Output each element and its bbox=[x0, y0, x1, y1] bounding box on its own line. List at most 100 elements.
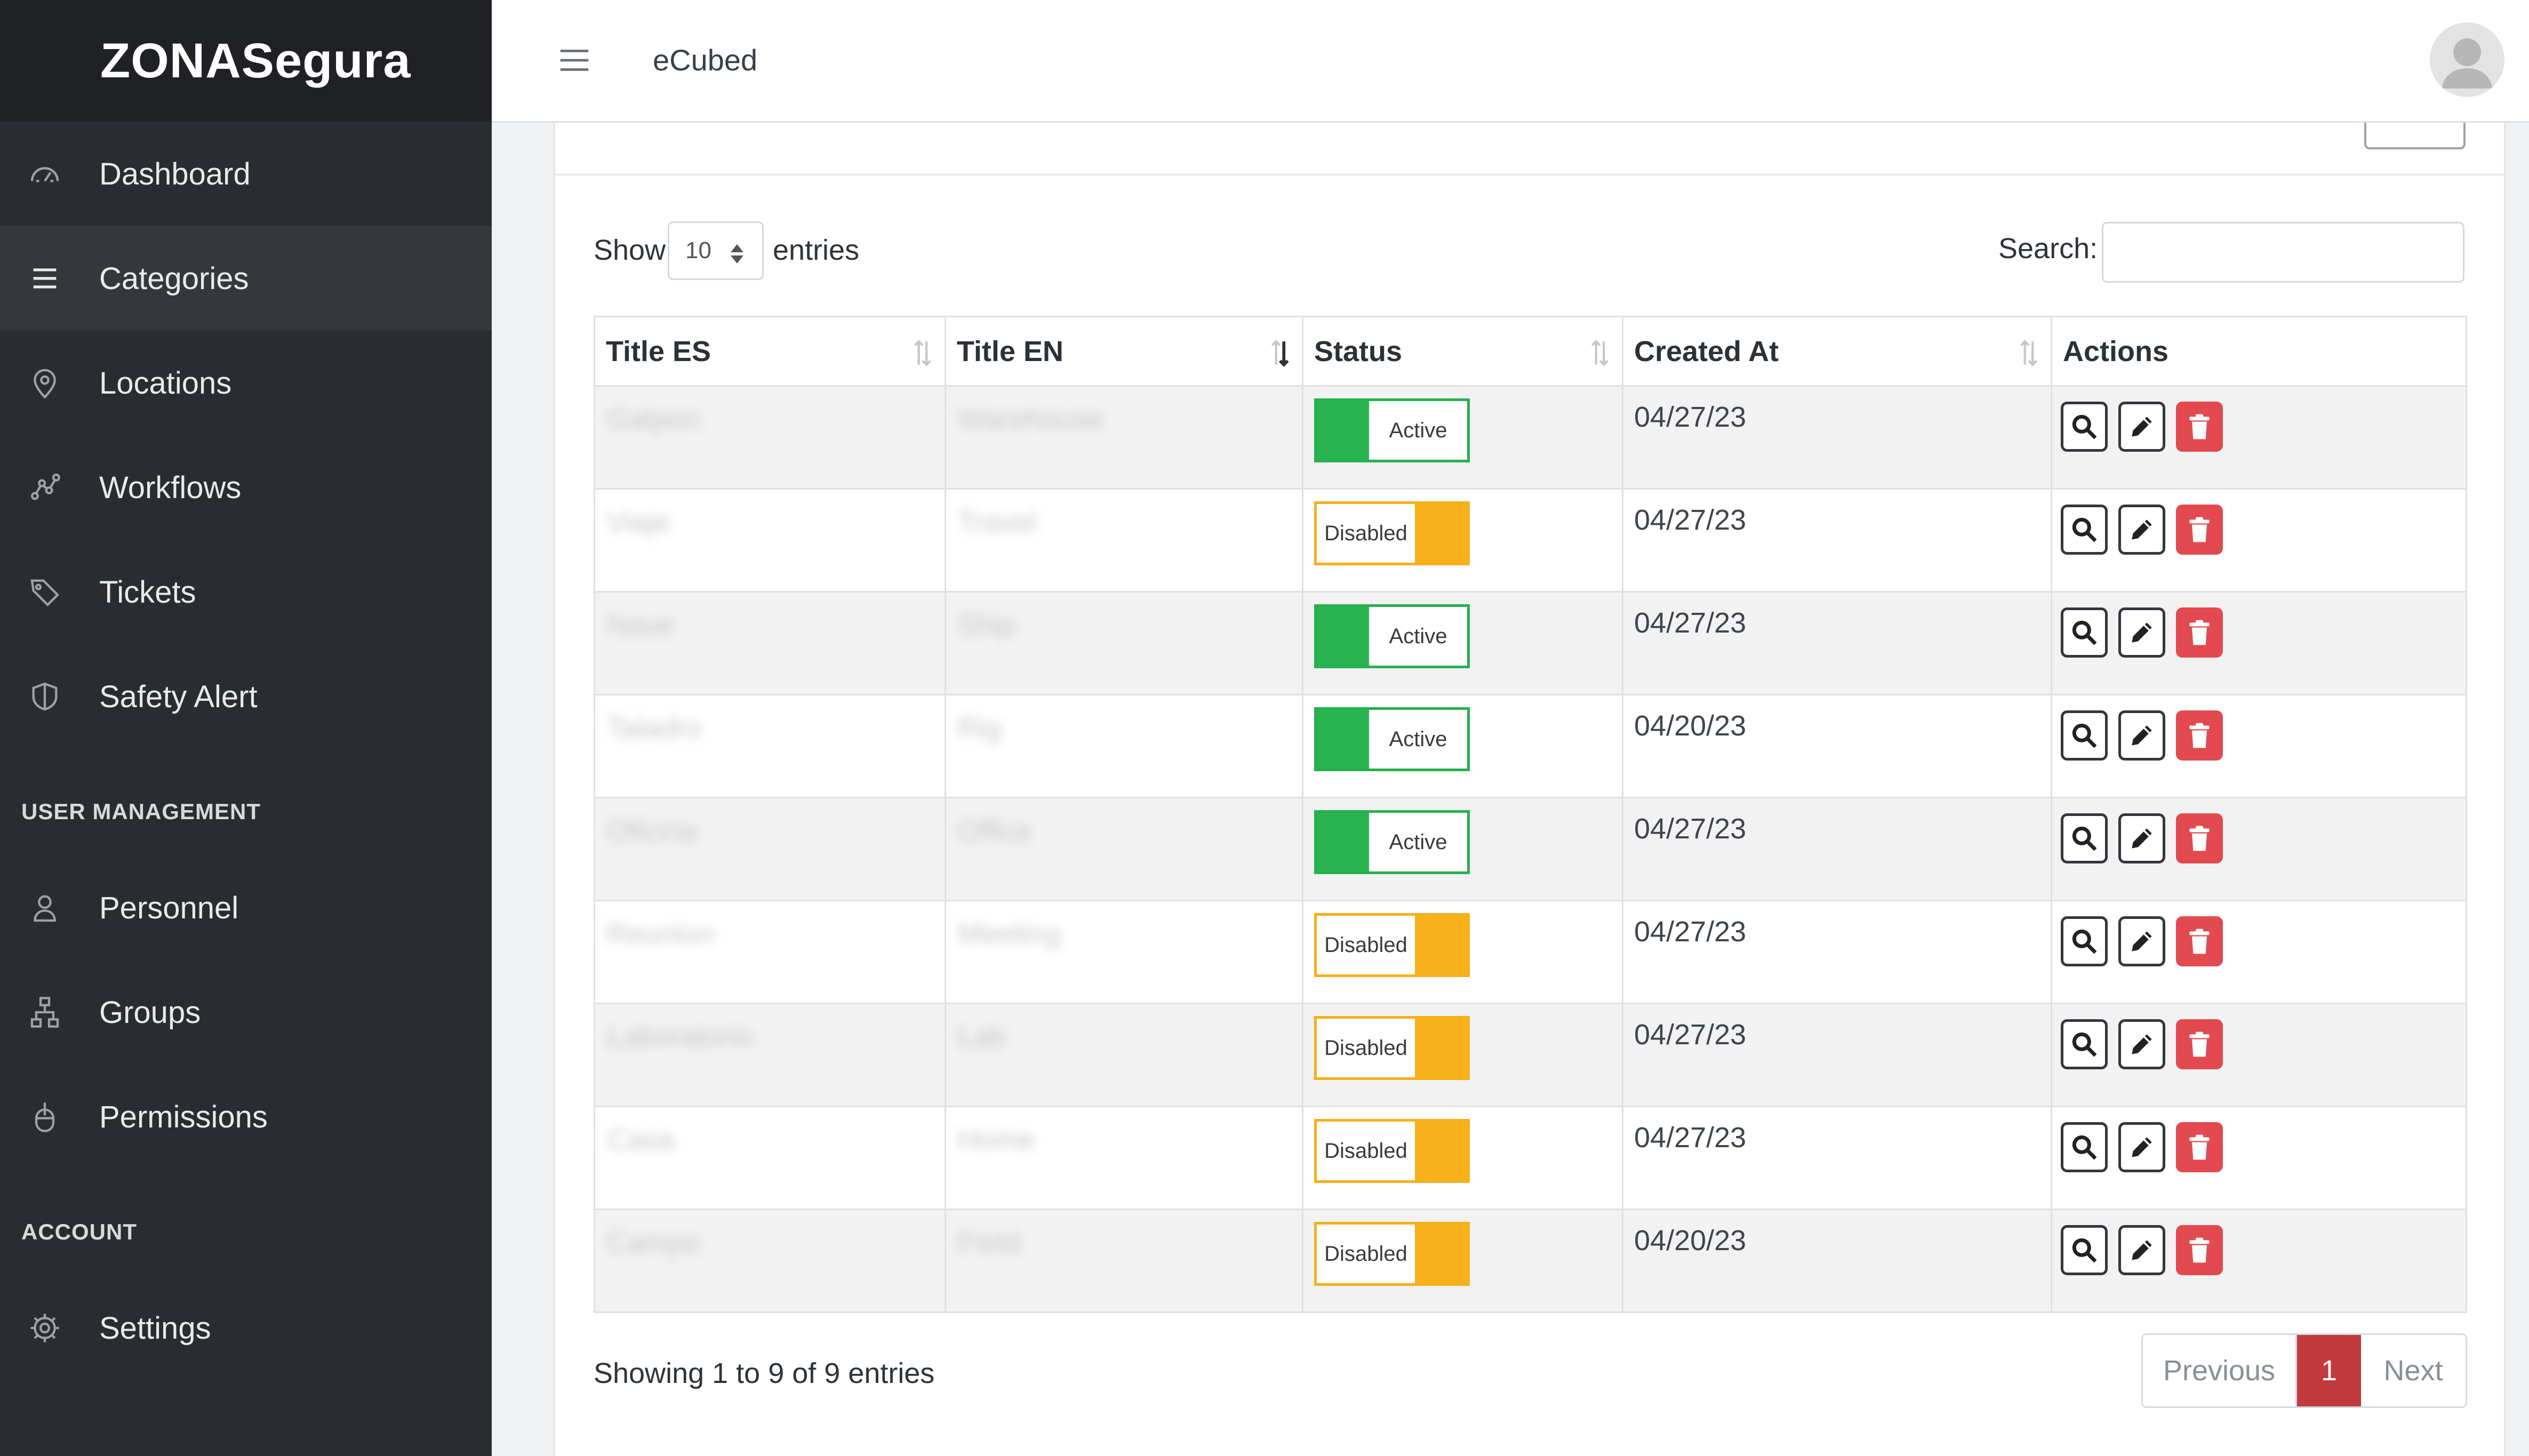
toggle-knob bbox=[1415, 1225, 1467, 1283]
card-header-button[interactable] bbox=[2364, 123, 2466, 149]
column-header-title-en[interactable]: Title EN bbox=[945, 316, 1303, 387]
pencil-icon bbox=[2127, 1132, 2157, 1162]
title-es-text: Reunion bbox=[607, 918, 715, 950]
status-toggle[interactable]: Active bbox=[1314, 707, 1470, 771]
delete-button[interactable] bbox=[2176, 1122, 2223, 1172]
edit-button[interactable] bbox=[2118, 1225, 2165, 1275]
sidebar-item-label: Workflows bbox=[99, 470, 242, 505]
view-button[interactable] bbox=[2061, 916, 2108, 966]
cell-actions bbox=[2051, 1106, 2467, 1210]
title-en-text: Lab bbox=[958, 1021, 1006, 1053]
sidebar-item-personnel[interactable]: Personnel bbox=[0, 855, 492, 960]
sidebar-item-locations[interactable]: Locations bbox=[0, 331, 492, 435]
cell-title-es: Nave bbox=[594, 591, 946, 695]
delete-button[interactable] bbox=[2176, 402, 2223, 452]
search-input[interactable] bbox=[2102, 222, 2464, 283]
sidebar-item-categories[interactable]: Categories bbox=[0, 226, 492, 331]
row-actions bbox=[2061, 1019, 2223, 1069]
edit-button[interactable] bbox=[2118, 1122, 2165, 1172]
sidebar-item-permissions[interactable]: Permissions bbox=[0, 1065, 492, 1169]
created-at-text: 04/27/23 bbox=[1634, 813, 1747, 845]
table-row: Viaje Travel Disabled 04/27/23 bbox=[594, 488, 2467, 593]
status-label: Disabled bbox=[1317, 916, 1415, 974]
search-label: Search: bbox=[1998, 233, 2098, 265]
cell-status: Disabled bbox=[1302, 1106, 1623, 1210]
menu-toggle-icon[interactable] bbox=[556, 42, 593, 79]
delete-button[interactable] bbox=[2176, 710, 2223, 761]
view-button[interactable] bbox=[2061, 1122, 2108, 1172]
edit-button[interactable] bbox=[2118, 607, 2165, 658]
status-toggle[interactable]: Disabled bbox=[1314, 913, 1470, 977]
title-en-text: Meeting bbox=[958, 918, 1061, 950]
view-button[interactable] bbox=[2061, 813, 2108, 863]
brand-logo[interactable]: ZONASegura bbox=[0, 0, 492, 122]
created-at-text: 04/27/23 bbox=[1634, 504, 1747, 536]
view-button[interactable] bbox=[2061, 1225, 2108, 1275]
sort-icon bbox=[1591, 340, 1609, 366]
row-actions bbox=[2061, 710, 2223, 761]
status-label: Disabled bbox=[1317, 1122, 1415, 1180]
table-info: Showing 1 to 9 of 9 entries bbox=[594, 1357, 935, 1389]
cell-created-at: 04/27/23 bbox=[1622, 797, 2052, 901]
trash-icon bbox=[2184, 412, 2214, 442]
cell-created-at: 04/27/23 bbox=[1622, 900, 2052, 1004]
status-toggle[interactable]: Active bbox=[1314, 810, 1470, 874]
delete-button[interactable] bbox=[2176, 505, 2223, 555]
status-toggle[interactable]: Disabled bbox=[1314, 1016, 1470, 1080]
edit-button[interactable] bbox=[2118, 505, 2165, 555]
cell-created-at: 04/27/23 bbox=[1622, 1106, 2052, 1210]
pencil-icon bbox=[2127, 926, 2157, 956]
page-1-button[interactable]: 1 bbox=[2297, 1335, 2361, 1406]
delete-button[interactable] bbox=[2176, 607, 2223, 658]
delete-button[interactable] bbox=[2176, 916, 2223, 966]
column-header-title-es[interactable]: Title ES bbox=[594, 316, 946, 387]
column-header-status[interactable]: Status bbox=[1302, 316, 1623, 387]
trash-icon bbox=[2184, 823, 2214, 853]
sidebar-item-settings[interactable]: Settings bbox=[0, 1276, 492, 1380]
toggle-knob bbox=[1317, 607, 1369, 666]
pencil-icon bbox=[2127, 823, 2157, 853]
edit-button[interactable] bbox=[2118, 1019, 2165, 1069]
cell-title-en: Rig bbox=[945, 694, 1303, 798]
sidebar-item-dashboard[interactable]: Dashboard bbox=[0, 122, 492, 226]
previous-page-button[interactable]: Previous bbox=[2143, 1335, 2297, 1406]
edit-button[interactable] bbox=[2118, 916, 2165, 966]
cell-title-es: Galpon bbox=[594, 385, 946, 490]
sidebar-item-workflows[interactable]: Workflows bbox=[0, 435, 492, 540]
mouse-icon bbox=[26, 1098, 64, 1136]
sidebar-item-label: Categories bbox=[99, 261, 249, 296]
sidebar: ZONASegura Dashboard Categories Location… bbox=[0, 0, 492, 1456]
view-button[interactable] bbox=[2061, 402, 2108, 452]
delete-button[interactable] bbox=[2176, 1225, 2223, 1275]
column-header-created-at[interactable]: Created At bbox=[1622, 316, 2052, 387]
view-button[interactable] bbox=[2061, 1019, 2108, 1069]
sidebar-item-tickets[interactable]: Tickets bbox=[0, 540, 492, 644]
toggle-knob bbox=[1415, 1122, 1467, 1180]
toggle-knob bbox=[1317, 710, 1369, 769]
edit-button[interactable] bbox=[2118, 402, 2165, 452]
delete-button[interactable] bbox=[2176, 1019, 2223, 1069]
status-toggle[interactable]: Disabled bbox=[1314, 1119, 1470, 1183]
delete-button[interactable] bbox=[2176, 813, 2223, 863]
view-button[interactable] bbox=[2061, 710, 2108, 761]
search-icon bbox=[2069, 823, 2099, 853]
cell-title-es: Oficina bbox=[594, 797, 946, 901]
row-actions bbox=[2061, 813, 2223, 863]
sidebar-item-groups[interactable]: Groups bbox=[0, 960, 492, 1065]
edit-button[interactable] bbox=[2118, 813, 2165, 863]
status-toggle[interactable]: Disabled bbox=[1314, 501, 1470, 565]
view-button[interactable] bbox=[2061, 607, 2108, 658]
sidebar-item-safety-alert[interactable]: Safety Alert bbox=[0, 644, 492, 749]
status-toggle[interactable]: Disabled bbox=[1314, 1222, 1470, 1286]
pencil-icon bbox=[2127, 412, 2157, 442]
view-button[interactable] bbox=[2061, 505, 2108, 555]
table-row: Oficina Office Active 04/27/23 bbox=[594, 797, 2467, 901]
user-avatar[interactable] bbox=[2430, 22, 2504, 97]
entries-per-page-select[interactable]: 10 bbox=[668, 221, 764, 280]
status-toggle[interactable]: Active bbox=[1314, 398, 1470, 462]
status-toggle[interactable]: Active bbox=[1314, 604, 1470, 668]
next-page-button[interactable]: Next bbox=[2361, 1335, 2466, 1406]
cell-status: Disabled bbox=[1302, 1209, 1623, 1313]
created-at-text: 04/27/23 bbox=[1634, 916, 1747, 948]
edit-button[interactable] bbox=[2118, 710, 2165, 761]
